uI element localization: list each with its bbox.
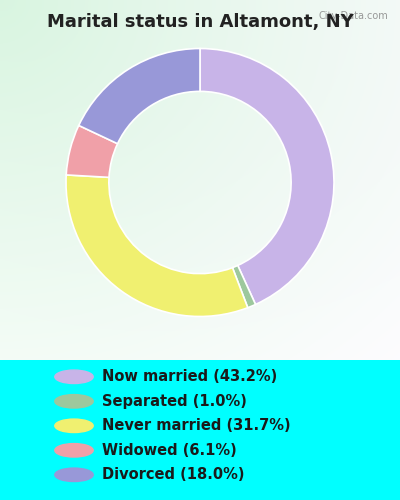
- Circle shape: [55, 394, 93, 408]
- Text: Marital status in Altamont, NY: Marital status in Altamont, NY: [47, 13, 353, 31]
- Circle shape: [55, 419, 93, 432]
- Wedge shape: [66, 175, 248, 316]
- Wedge shape: [200, 48, 334, 304]
- Text: Divorced (18.0%): Divorced (18.0%): [102, 468, 244, 482]
- Text: City-Data.com: City-Data.com: [318, 11, 388, 21]
- Wedge shape: [232, 266, 256, 308]
- Text: Separated (1.0%): Separated (1.0%): [102, 394, 247, 409]
- Text: Now married (43.2%): Now married (43.2%): [102, 370, 277, 384]
- Wedge shape: [79, 48, 200, 144]
- Circle shape: [55, 468, 93, 481]
- Wedge shape: [66, 126, 118, 178]
- Text: Never married (31.7%): Never married (31.7%): [102, 418, 291, 434]
- Circle shape: [55, 444, 93, 457]
- Text: Widowed (6.1%): Widowed (6.1%): [102, 443, 237, 458]
- Circle shape: [55, 370, 93, 384]
